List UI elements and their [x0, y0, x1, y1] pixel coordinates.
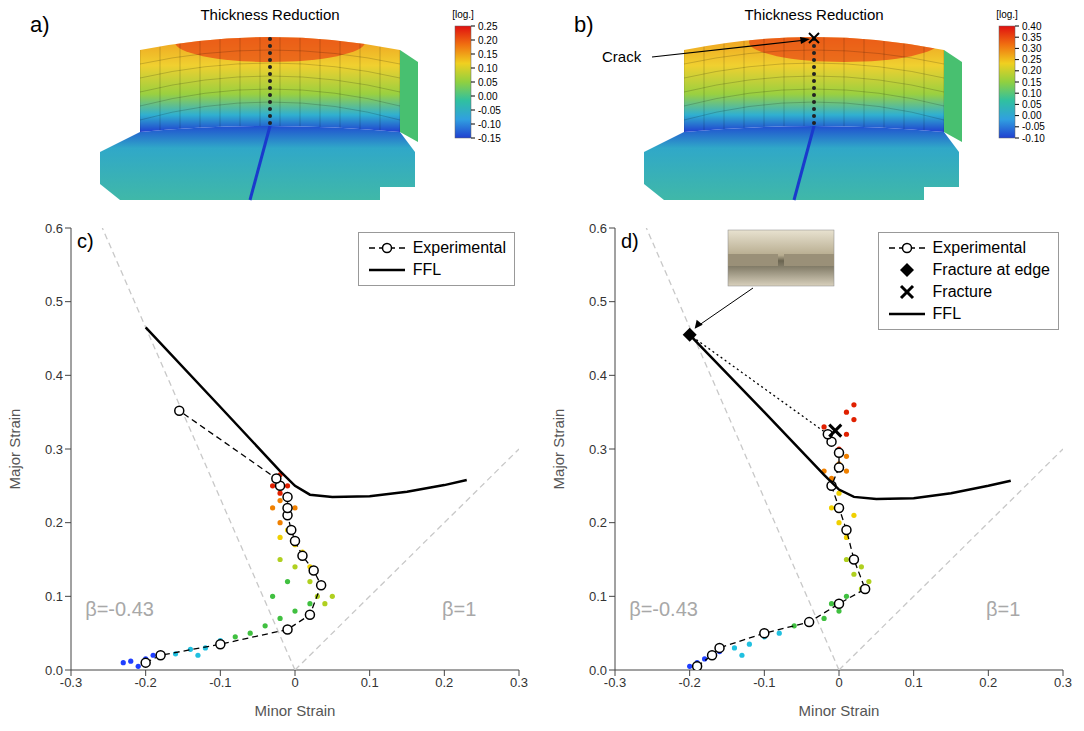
svg-text:Minor Strain: Minor Strain [799, 702, 880, 719]
svg-text:0.6: 0.6 [45, 221, 63, 236]
svg-text:0: 0 [291, 675, 298, 690]
svg-text:0.15: 0.15 [478, 49, 498, 60]
svg-text:0.25: 0.25 [1022, 54, 1042, 65]
html-text:c): c) [77, 230, 94, 252]
svg-text:0.35: 0.35 [1022, 32, 1042, 43]
svg-text:0.1: 0.1 [45, 589, 63, 604]
svg-text:-0.10: -0.10 [1022, 133, 1045, 144]
svg-text:0.4: 0.4 [589, 368, 607, 383]
svg-text:0.2: 0.2 [979, 675, 997, 690]
svg-text:-0.05: -0.05 [478, 105, 501, 116]
svg-text:0.00: 0.00 [1022, 110, 1042, 121]
svg-text:Minor Strain: Minor Strain [255, 702, 336, 719]
svg-text:Thickness Reduction: Thickness Reduction [200, 6, 339, 23]
svg-text:[log.]: [log.] [452, 9, 474, 20]
svg-text:0.20: 0.20 [478, 35, 498, 46]
svg-text:0.25: 0.25 [478, 21, 498, 32]
svg-text:0.2: 0.2 [45, 515, 63, 530]
svg-text:β=1: β=1 [986, 598, 1020, 620]
svg-text:0.0: 0.0 [45, 663, 63, 678]
svg-text:0.40: 0.40 [1022, 21, 1042, 32]
svg-text:-0.2: -0.2 [678, 675, 700, 690]
svg-text:0.3: 0.3 [589, 442, 607, 457]
svg-text:0.00: 0.00 [478, 91, 498, 102]
svg-text:0.20: 0.20 [1022, 65, 1042, 76]
svg-text:β=1: β=1 [442, 598, 476, 620]
html-text:FFL: FFL [412, 261, 442, 278]
svg-text:Major Strain: Major Strain [550, 409, 567, 490]
svg-text:0.30: 0.30 [1022, 43, 1042, 54]
html-text:FFL: FFL [932, 305, 961, 322]
svg-text:[log.]: [log.] [996, 9, 1018, 20]
html-text:Fracture at edge: Fracture at edge [932, 261, 1050, 278]
svg-text:0.3: 0.3 [1054, 675, 1072, 690]
svg-text:Thickness Reduction: Thickness Reduction [744, 6, 883, 23]
svg-text:-0.3: -0.3 [60, 675, 82, 690]
svg-text:Crack: Crack [602, 48, 642, 65]
svg-text:0.1: 0.1 [361, 675, 379, 690]
svg-text:0.2: 0.2 [589, 515, 607, 530]
html-text:Experimental: Experimental [932, 239, 1026, 256]
svg-text:-0.05: -0.05 [1022, 121, 1045, 132]
svg-text:0.05: 0.05 [478, 77, 498, 88]
svg-text:-0.1: -0.1 [753, 675, 775, 690]
svg-text:0.2: 0.2 [435, 675, 453, 690]
html-text:d): d) [621, 230, 639, 252]
svg-text:Major Strain: Major Strain [6, 409, 23, 490]
svg-text:a): a) [30, 12, 50, 37]
svg-text:b): b) [574, 12, 594, 37]
svg-text:-0.2: -0.2 [134, 675, 156, 690]
svg-text:0.1: 0.1 [905, 675, 923, 690]
svg-text:0.10: 0.10 [478, 63, 498, 74]
svg-text:0.5: 0.5 [589, 294, 607, 309]
svg-text:-0.1: -0.1 [209, 675, 231, 690]
svg-text:β=-0.43: β=-0.43 [85, 598, 154, 620]
svg-text:0.3: 0.3 [510, 675, 528, 690]
svg-text:0: 0 [835, 675, 842, 690]
svg-text:0.6: 0.6 [589, 221, 607, 236]
svg-text:0.5: 0.5 [45, 294, 63, 309]
svg-text:0.1: 0.1 [589, 589, 607, 604]
svg-text:0.4: 0.4 [45, 368, 63, 383]
svg-text:0.05: 0.05 [1022, 99, 1042, 110]
svg-text:-0.15: -0.15 [478, 133, 501, 144]
svg-text:-0.10: -0.10 [478, 119, 501, 130]
svg-text:-0.3: -0.3 [604, 675, 626, 690]
html-text:Experimental: Experimental [412, 239, 506, 256]
html-text:Fracture: Fracture [932, 283, 993, 300]
svg-text:0.15: 0.15 [1022, 77, 1042, 88]
svg-text:0.3: 0.3 [45, 442, 63, 457]
svg-text:0.0: 0.0 [589, 663, 607, 678]
svg-text:0.10: 0.10 [1022, 88, 1042, 99]
svg-text:β=-0.43: β=-0.43 [629, 598, 698, 620]
